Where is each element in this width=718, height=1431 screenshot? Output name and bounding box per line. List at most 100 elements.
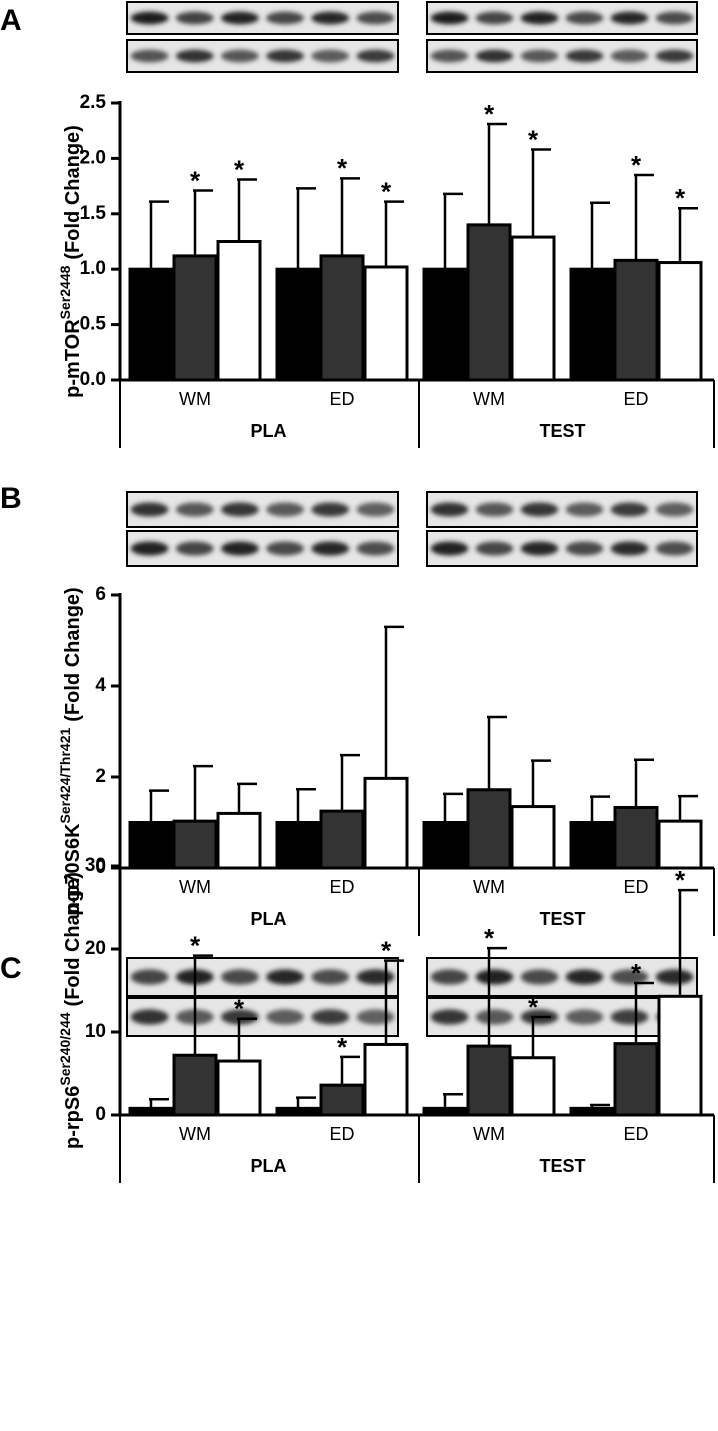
y-label-main: p-mTOR: [62, 319, 84, 398]
y-tick-label: 1.0: [80, 258, 106, 279]
y-label-sup: Ser2448: [57, 265, 73, 319]
blot-frame: [426, 491, 698, 528]
blot-frame: [426, 530, 698, 567]
x-tick-label: WM: [473, 1124, 505, 1144]
blot-band: [130, 1009, 169, 1025]
blot-band: [655, 502, 694, 517]
blot-band: [130, 969, 169, 985]
blot-band: [565, 49, 604, 63]
blot-band: [220, 502, 259, 517]
blot-frame: [126, 491, 399, 528]
blot-band: [266, 49, 305, 63]
bar: [613, 258, 659, 382]
blot-band: [475, 502, 514, 517]
blot-frame: [426, 997, 698, 1037]
significance-star: *: [234, 994, 245, 1024]
blot-band: [220, 11, 259, 25]
bar: [510, 1056, 556, 1117]
bar: [422, 267, 468, 382]
blot-band: [565, 502, 604, 517]
blot-frame: [126, 957, 399, 997]
bar: [657, 994, 703, 1117]
blot-band: [175, 502, 214, 517]
blot-band: [655, 49, 694, 63]
bar: [510, 805, 556, 870]
blot-band: [610, 49, 649, 63]
x-tick-label: WM: [179, 1124, 211, 1144]
group-label: TEST: [539, 421, 585, 441]
blot-band: [520, 49, 559, 63]
blot-band: [430, 969, 469, 985]
blot-band: [610, 1009, 649, 1025]
y-label-sup: Ser240/244: [57, 1012, 73, 1085]
blot-band: [430, 502, 469, 517]
bar: [275, 821, 321, 870]
bar: [128, 267, 174, 382]
significance-star: *: [528, 992, 539, 1022]
blot-band: [311, 49, 350, 63]
western-blot: [126, 1, 399, 35]
bar: [363, 265, 409, 382]
bar: [363, 1042, 409, 1117]
group-label: TEST: [539, 1156, 585, 1176]
x-tick-label: WM: [179, 389, 211, 409]
x-tick-label: ED: [329, 389, 354, 409]
bar: [172, 1053, 218, 1117]
blot-band: [175, 49, 214, 63]
blot-frame: [426, 957, 698, 997]
blot-band: [520, 541, 559, 556]
blot-band: [356, 49, 395, 63]
y-label-suffix: (Fold Change): [62, 125, 84, 259]
significance-star: *: [381, 176, 392, 206]
blot-band: [311, 969, 350, 985]
bar: [466, 1044, 512, 1117]
blot-frame: [426, 1, 698, 35]
blot-band: [130, 49, 169, 63]
blot-band: [565, 541, 604, 556]
blot-band: [565, 11, 604, 25]
significance-star: *: [484, 99, 495, 129]
x-tick-label: WM: [179, 877, 211, 897]
bar: [613, 1042, 659, 1117]
blot-band: [430, 1009, 469, 1025]
blot-band: [220, 1009, 259, 1025]
panel-letter: C: [0, 952, 22, 985]
panel: A 0.0 0.5 1.0 1.5 2.0 2.5 p-mTORSer2448 (Fold Ch…: [0, 1, 715, 448]
bar: [657, 819, 703, 870]
y-tick-label: 0: [95, 857, 106, 878]
blot-band: [311, 11, 350, 25]
western-blot: [426, 957, 698, 997]
significance-star: *: [381, 935, 392, 965]
significance-star: *: [631, 958, 642, 988]
western-blot: [126, 530, 399, 567]
western-blot: [126, 39, 399, 73]
western-blot: [426, 1, 698, 35]
blot-band: [430, 11, 469, 25]
bar: [128, 821, 174, 870]
blot-band: [266, 541, 305, 556]
y-label-suffix: (Fold Change): [62, 872, 84, 1006]
panel-letter: B: [0, 482, 22, 515]
y-tick-label: 2.0: [80, 147, 106, 168]
y-label-suffix: (Fold Change): [62, 587, 84, 721]
bar: [275, 267, 321, 382]
blot-band: [175, 11, 214, 25]
blot-band: [220, 969, 259, 985]
blot-band: [356, 502, 395, 517]
y-tick-label: 4: [95, 675, 106, 696]
y-tick-label: 6: [95, 584, 106, 605]
blot-band: [130, 11, 169, 25]
y-tick-label: 20: [85, 938, 106, 959]
blot-band: [266, 969, 305, 985]
x-tick-label: ED: [329, 1124, 354, 1144]
blot-band: [266, 1009, 305, 1025]
blot-band: [266, 11, 305, 25]
blot-band: [356, 541, 395, 556]
blot-band: [130, 541, 169, 556]
blot-band: [475, 11, 514, 25]
bar: [657, 261, 703, 382]
western-blot: [126, 491, 399, 528]
significance-star: *: [234, 154, 245, 184]
blot-frame: [126, 997, 399, 1037]
